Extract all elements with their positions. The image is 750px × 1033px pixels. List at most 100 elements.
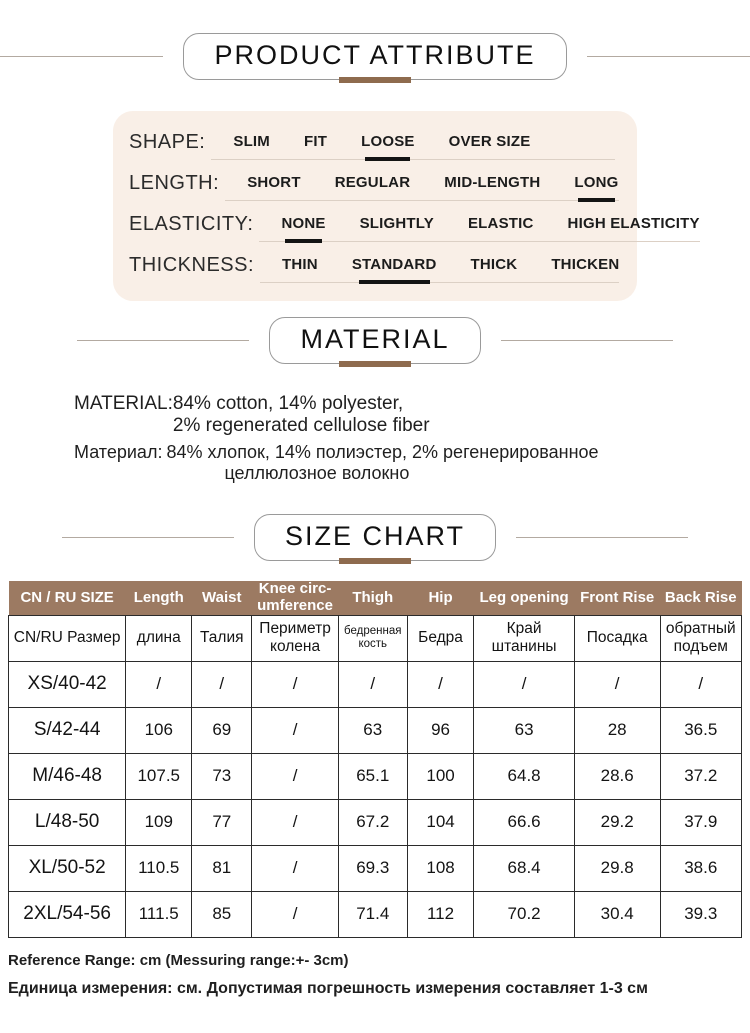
attribute-option: THICK bbox=[470, 256, 518, 273]
col-header-en: Thigh bbox=[338, 581, 408, 615]
value-cell: 69.3 bbox=[337, 844, 408, 892]
value-cell: 64.8 bbox=[473, 752, 575, 800]
title-box: SIZE CHART bbox=[253, 514, 497, 564]
value-cell: 100 bbox=[406, 752, 475, 800]
section-header-size-chart: SIZE CHART bbox=[0, 514, 750, 564]
attribute-option: MID-LENGTH bbox=[444, 174, 541, 191]
col-header-ru: Талия bbox=[191, 614, 253, 662]
col-header-en: Waist bbox=[191, 581, 252, 615]
value-cell: 63 bbox=[337, 706, 408, 754]
value-cell: / bbox=[251, 706, 339, 754]
material-text-en-2: 2% regenerated cellulose fiber bbox=[172, 415, 430, 436]
value-cell: 37.2 bbox=[659, 752, 743, 800]
attribute-options: THIN STANDARD THICK THICKEN bbox=[260, 252, 620, 284]
value-cell: 67.2 bbox=[337, 798, 408, 846]
col-header-en: CN / RU SIZE bbox=[8, 581, 126, 615]
value-cell: 66.6 bbox=[473, 798, 575, 846]
table-row: S/42-44 106 69/63 96 63 28 36.5 bbox=[7, 706, 743, 754]
title-box: MATERIAL bbox=[269, 317, 481, 367]
value-cell: / bbox=[125, 660, 193, 708]
table-row: XL/50-52 110.5 81/69.3 108 68.4 29.8 38.6 bbox=[7, 844, 743, 892]
size-chart-table: CN / RU SIZE Length Waist Knee circ- umfere… bbox=[7, 581, 743, 938]
value-cell: 28 bbox=[573, 706, 661, 754]
attribute-options: SLIM FIT LOOSE OVER SIZE bbox=[211, 129, 615, 161]
value-cell: 109 bbox=[125, 798, 193, 846]
value-cell: / bbox=[251, 844, 339, 892]
size-cell: L/48-50 bbox=[7, 798, 127, 846]
attribute-row: LENGTH: SHORT REGULAR MID-LENGTH LONG bbox=[129, 170, 619, 202]
attribute-option-selected: LONG bbox=[574, 174, 619, 202]
value-cell: 81 bbox=[191, 844, 253, 892]
value-cell: 108 bbox=[406, 844, 475, 892]
attribute-option-selected: LOOSE bbox=[361, 133, 415, 161]
table-row: M/46-48 107.5 73/65.1 100 64.8 28.6 37.2 bbox=[7, 752, 743, 800]
attribute-option-selected: STANDARD bbox=[351, 256, 437, 284]
value-cell: / bbox=[337, 660, 408, 708]
value-cell: 69 bbox=[191, 706, 253, 754]
divider-line bbox=[77, 340, 250, 341]
value-cell: / bbox=[659, 660, 743, 708]
size-cell: S/42-44 bbox=[7, 706, 127, 754]
value-cell: / bbox=[573, 660, 661, 708]
section-title: MATERIAL bbox=[300, 324, 450, 354]
value-cell: 111.5 bbox=[125, 890, 193, 938]
attribute-label: SHAPE: bbox=[129, 131, 206, 153]
value-cell: / bbox=[251, 752, 339, 800]
attribute-option: ELASTIC bbox=[467, 215, 534, 232]
attribute-option: FIT bbox=[304, 133, 328, 150]
value-cell: 73 bbox=[191, 752, 253, 800]
reference-notes: Reference Range: cm (Messuring range:+- … bbox=[0, 952, 750, 998]
title-accent-bar bbox=[339, 558, 411, 564]
size-cell: XL/50-52 bbox=[7, 844, 127, 892]
divider-line bbox=[0, 56, 164, 57]
col-header-ru: Периметр колена bbox=[251, 614, 339, 662]
value-cell: / bbox=[191, 660, 253, 708]
size-cell: XS/40-42 bbox=[7, 660, 127, 708]
col-header-en: Hip bbox=[407, 581, 474, 615]
material-label-ru: Материал: bbox=[74, 442, 163, 462]
material-line-en: MATERIAL: 84% cotton, 14% polyester, 2% … bbox=[74, 393, 750, 437]
section-title: PRODUCT ATTRIBUTE bbox=[214, 40, 536, 70]
attribute-row: THICKNESS: THIN STANDARD THICK THICKEN bbox=[129, 252, 620, 284]
attribute-label: ELASTICITY: bbox=[129, 213, 254, 235]
table-row: L/48-50 109 77/67.2 104 66.6 29.2 37.9 bbox=[7, 798, 743, 846]
header-row-en: CN / RU SIZE Length Waist Knee circ- umfere… bbox=[8, 581, 742, 615]
value-cell: 85 bbox=[191, 890, 253, 938]
section-title: SIZE CHART bbox=[284, 521, 466, 551]
value-cell: 106 bbox=[125, 706, 193, 754]
col-header-ru: Край штанины bbox=[473, 614, 575, 662]
material-text-ru-2: целлюлозное волокно bbox=[224, 463, 410, 483]
col-header-ru: Бедра bbox=[406, 614, 475, 662]
value-cell: 65.1 bbox=[337, 752, 408, 800]
attribute-option: SLIM bbox=[233, 133, 270, 150]
divider-line bbox=[586, 56, 750, 57]
attributes-panel: SHAPE: SLIM FIT LOOSE OVER SIZE LENGTH: SHORT R… bbox=[113, 111, 700, 301]
attribute-options: NONE SLIGHTLY ELASTIC HIGH ELASTICITY bbox=[259, 211, 700, 243]
value-cell: / bbox=[406, 660, 475, 708]
material-text-ru-1: 84% хлопок, 14% полиэстер, 2% регенериро… bbox=[166, 442, 599, 462]
section-header-product-attribute: PRODUCT ATTRIBUTE bbox=[0, 33, 750, 83]
value-cell: 63 bbox=[473, 706, 575, 754]
col-header-ru: CN/RU Размер bbox=[7, 614, 127, 662]
title-accent-bar bbox=[339, 77, 411, 83]
attribute-options: SHORT REGULAR MID-LENGTH LONG bbox=[225, 170, 619, 202]
divider-line bbox=[61, 537, 234, 538]
value-cell: 96 bbox=[406, 706, 475, 754]
divider-line bbox=[516, 537, 689, 538]
value-cell: / bbox=[251, 890, 339, 938]
value-cell: 77 bbox=[191, 798, 253, 846]
value-cell: 68.4 bbox=[473, 844, 575, 892]
col-header-en: Front Rise bbox=[574, 581, 661, 615]
size-cell: 2XL/54-56 bbox=[7, 890, 127, 938]
value-cell: 37.9 bbox=[659, 798, 743, 846]
header-row-ru: CN/RU Размер длина Талия Периметр колена бед… bbox=[7, 614, 743, 662]
reference-note-en: Reference Range: cm (Messuring range:+- … bbox=[8, 951, 349, 969]
col-header-en: Leg opening bbox=[473, 581, 575, 615]
attribute-option: THIN bbox=[282, 256, 318, 273]
value-cell: 110.5 bbox=[125, 844, 193, 892]
reference-note-ru: Единица измерения: см. Допустимая погреш… bbox=[8, 979, 648, 997]
value-cell: 28.6 bbox=[573, 752, 661, 800]
attribute-row: SHAPE: SLIM FIT LOOSE OVER SIZE bbox=[129, 129, 615, 161]
title-accent-bar bbox=[339, 361, 411, 367]
attribute-option: OVER SIZE bbox=[448, 133, 531, 150]
